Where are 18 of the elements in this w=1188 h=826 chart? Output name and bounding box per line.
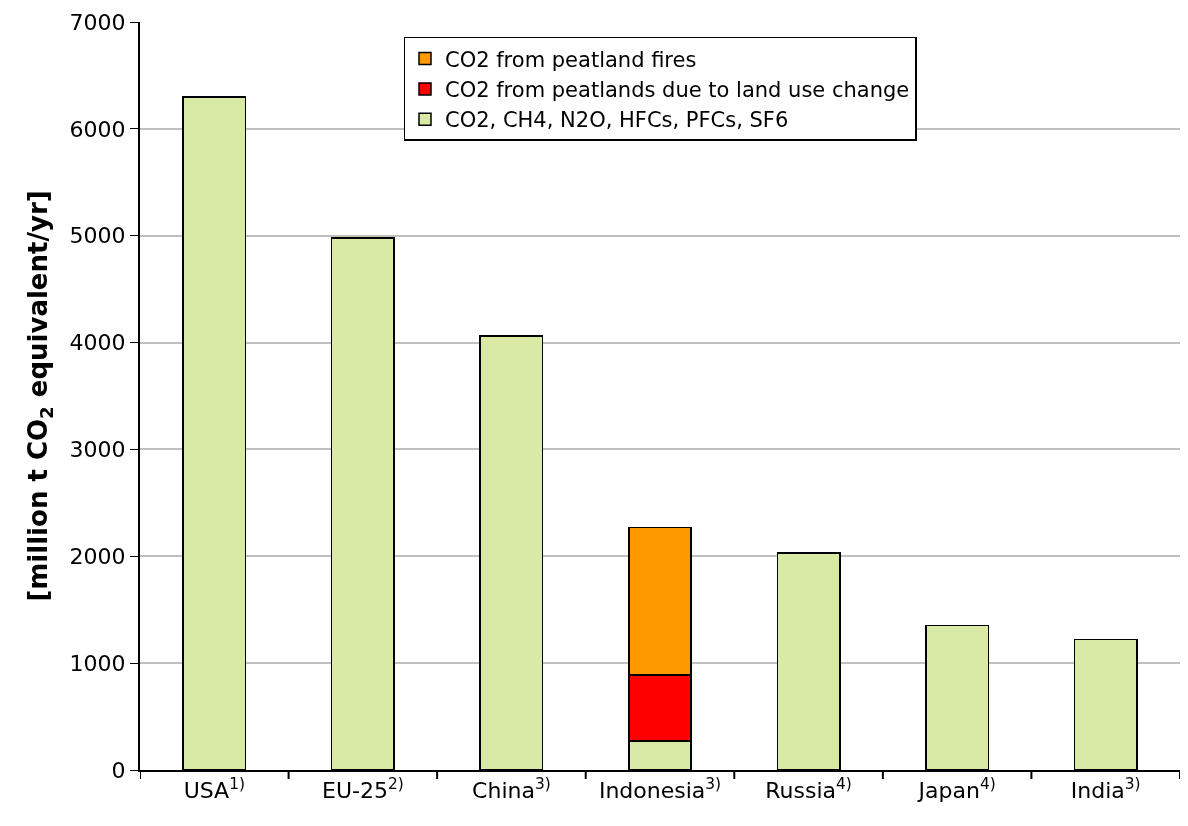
x-tick-label: USA$^{1)}$ — [183, 775, 245, 804]
y-tick-label: 3000 — [69, 437, 126, 463]
legend-label: CO2 from peatland fires — [445, 47, 697, 72]
y-tick-label: 6000 — [69, 116, 126, 142]
x-tick-label: Japan$^{4)}$ — [916, 775, 996, 804]
legend-label: CO2 from peatlands due to land use change — [445, 78, 910, 103]
y-tick-label: 2000 — [69, 543, 126, 569]
y-tick-label: 1000 — [69, 650, 126, 676]
x-tick-label: India$^{3)}$ — [1070, 775, 1141, 804]
x-tick-label: EU-25$^{2)}$ — [321, 775, 404, 804]
y-tick-label: 7000 — [69, 9, 126, 35]
y-tick-label: 5000 — [69, 223, 126, 249]
x-tick-label: China$^{3)}$ — [472, 775, 551, 804]
legend-label: CO2, CH4, N2O, HFCs, PFCs, SF6 — [445, 108, 789, 133]
x-tick-label: Indonesia$^{3)}$ — [598, 775, 722, 804]
y-tick-label: 4000 — [69, 330, 126, 356]
y-tick-label: 0 — [111, 757, 126, 783]
x-tick-label: Russia$^{4)}$ — [765, 775, 852, 804]
